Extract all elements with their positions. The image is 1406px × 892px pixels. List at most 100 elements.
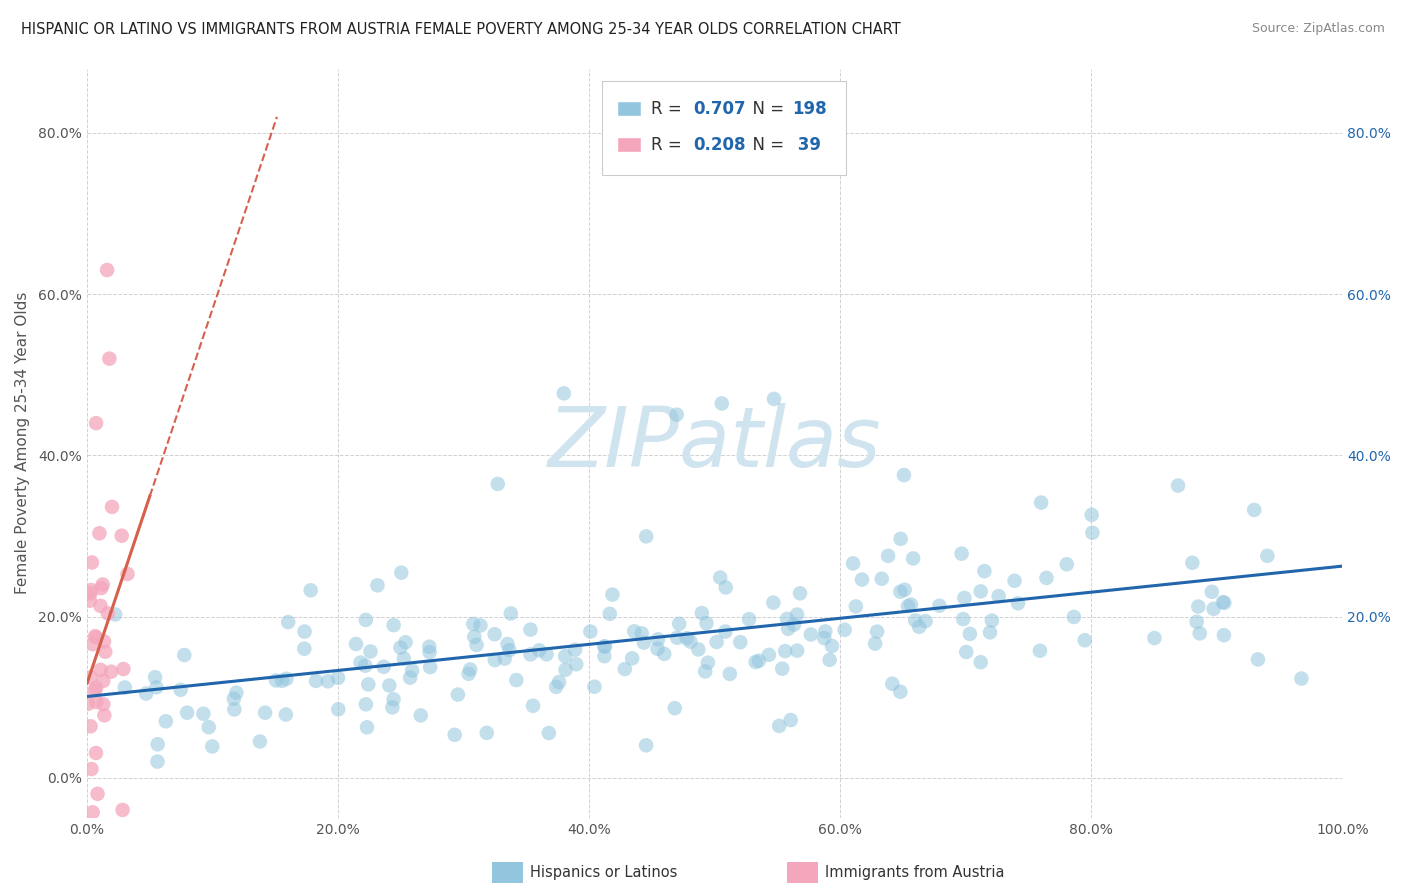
Point — [706, 635, 728, 649]
Point — [834, 623, 856, 637]
Point — [89, 526, 111, 541]
FancyBboxPatch shape — [602, 81, 846, 175]
Point — [111, 529, 134, 543]
Point — [768, 719, 790, 733]
Point — [82, 819, 104, 833]
Point — [821, 639, 844, 653]
Point — [373, 660, 395, 674]
Point — [893, 468, 915, 483]
Point — [602, 588, 624, 602]
Point — [91, 577, 114, 591]
Point — [505, 673, 527, 687]
Point — [786, 643, 808, 657]
Point — [889, 684, 911, 698]
Point — [155, 714, 177, 729]
Point — [553, 386, 575, 401]
Point — [1035, 571, 1057, 585]
Point — [1007, 596, 1029, 610]
Point — [762, 392, 785, 406]
Point — [1213, 628, 1236, 642]
Point — [863, 637, 886, 651]
Point — [360, 644, 382, 658]
Point — [1081, 525, 1104, 540]
Point — [789, 586, 811, 600]
Point — [897, 599, 920, 614]
Point — [143, 670, 166, 684]
Point — [613, 662, 636, 676]
Point — [111, 803, 134, 817]
Point — [344, 637, 367, 651]
Text: 0.707: 0.707 — [693, 100, 747, 118]
Point — [955, 645, 977, 659]
Point — [695, 616, 717, 631]
Point — [647, 632, 669, 647]
Point — [94, 645, 117, 659]
Point — [463, 616, 485, 631]
Point — [173, 648, 195, 662]
Point — [354, 613, 377, 627]
Point — [90, 581, 112, 595]
Point — [630, 626, 652, 640]
Point — [1202, 602, 1225, 616]
Point — [786, 607, 808, 622]
Point — [548, 675, 571, 690]
Point — [499, 607, 522, 621]
Point — [1187, 599, 1209, 614]
Point — [652, 647, 675, 661]
Point — [866, 624, 889, 639]
Point — [496, 637, 519, 651]
Point — [636, 739, 658, 753]
Point — [82, 835, 104, 849]
Point — [86, 787, 108, 801]
Point — [366, 578, 388, 592]
Point — [675, 631, 697, 645]
Point — [664, 701, 686, 715]
Point — [599, 607, 621, 621]
Point — [276, 672, 298, 686]
Point — [382, 692, 405, 706]
Point — [633, 635, 655, 649]
Point — [593, 649, 616, 664]
Point — [354, 658, 377, 673]
Point — [419, 660, 441, 674]
Point — [1247, 652, 1270, 666]
Point — [889, 584, 911, 599]
Point — [249, 734, 271, 748]
Point — [486, 477, 509, 491]
Point — [389, 640, 412, 655]
Point — [84, 416, 107, 430]
Point — [271, 673, 294, 688]
Point — [893, 582, 915, 597]
Point — [382, 618, 405, 632]
Point — [274, 707, 297, 722]
Point — [1243, 503, 1265, 517]
FancyBboxPatch shape — [619, 102, 641, 117]
Point — [93, 634, 115, 648]
Point — [697, 656, 720, 670]
Point — [294, 624, 316, 639]
Point — [135, 686, 157, 700]
Point — [222, 691, 245, 706]
Point — [842, 557, 865, 571]
Point — [564, 642, 586, 657]
Point — [900, 598, 922, 612]
Point — [169, 682, 191, 697]
Point — [537, 726, 560, 740]
Point — [1256, 549, 1278, 563]
Text: N =: N = — [742, 100, 790, 118]
Point — [80, 762, 103, 776]
Point — [973, 564, 995, 578]
Point — [565, 657, 588, 672]
Point — [851, 573, 873, 587]
Point — [80, 582, 103, 597]
Point — [519, 623, 541, 637]
Point — [77, 697, 100, 711]
Point — [882, 677, 904, 691]
Point — [730, 635, 752, 649]
Point — [583, 680, 606, 694]
Text: R =: R = — [651, 136, 686, 154]
Point — [356, 720, 378, 734]
Point — [470, 618, 492, 632]
Point — [546, 680, 568, 694]
Point — [593, 640, 616, 654]
